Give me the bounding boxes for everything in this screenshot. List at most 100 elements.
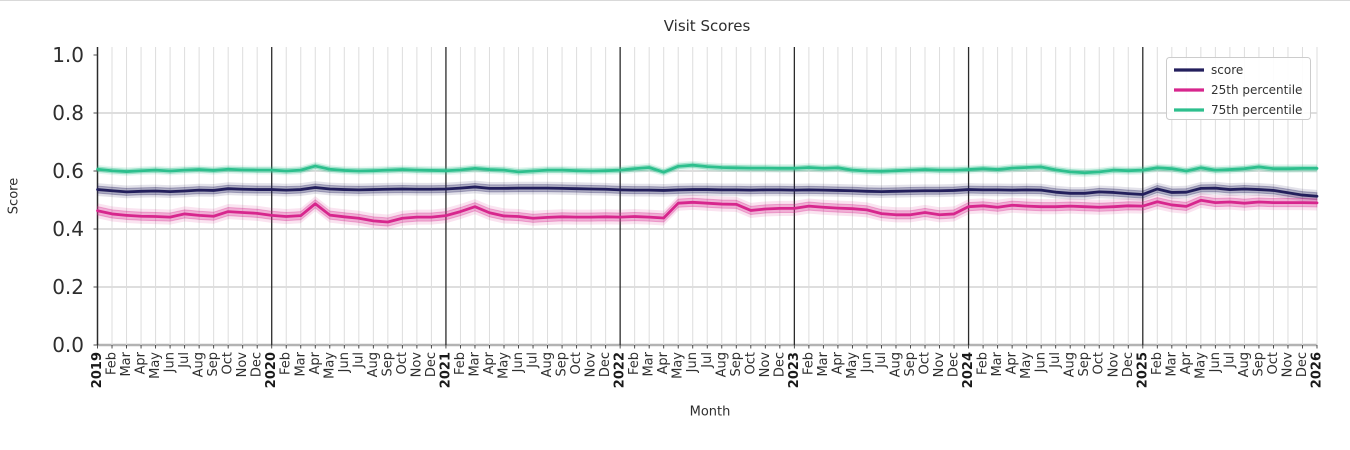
x-tick-label-month: Jul bbox=[351, 352, 366, 369]
x-tick-label-year: 2020 bbox=[264, 352, 279, 388]
x-tick-label-month: Apr bbox=[1005, 351, 1020, 374]
x-tick-label-month: Mar bbox=[293, 351, 308, 376]
x-tick-label-month: Aug bbox=[192, 352, 207, 377]
x-tick-label-year: 2021 bbox=[438, 352, 453, 388]
legend-label-75th-percentile: 75th percentile bbox=[1211, 103, 1302, 117]
x-tick-label-year: 2022 bbox=[613, 352, 628, 388]
chart-title: Visit Scores bbox=[664, 17, 751, 35]
confidence-band-inner-75th-percentile bbox=[97, 162, 1318, 176]
x-tick-label-month: Nov bbox=[235, 352, 250, 378]
x-tick-label-month: Sep bbox=[555, 352, 570, 377]
y-tick-labels-layer: 0.0 0.2 0.4 0.6 0.8 1.0 bbox=[52, 43, 84, 357]
x-tick-label-month: Feb bbox=[801, 352, 816, 375]
x-tick-label-month: Sep bbox=[1251, 352, 1266, 377]
x-tick-label-month: Nov bbox=[584, 352, 599, 378]
x-tick-label-month: Mar bbox=[816, 351, 831, 376]
y-tick-label: 1.0 bbox=[52, 43, 84, 67]
x-tick-label-month: Feb bbox=[976, 352, 991, 375]
y-tick-label: 0.8 bbox=[52, 101, 84, 125]
x-tick-label-year: 2023 bbox=[787, 352, 802, 388]
x-tick-label-month: Nov bbox=[758, 352, 773, 378]
x-tick-label-month: Nov bbox=[409, 352, 424, 378]
x-tick-label-month: Jun bbox=[859, 352, 874, 373]
x-tick-label-month: Jul bbox=[1222, 352, 1237, 369]
legend-label-25th-percentile: 25th percentile bbox=[1211, 83, 1302, 97]
series-line-75th-percentile bbox=[96, 163, 1319, 175]
x-tick-label-month: May bbox=[148, 352, 163, 379]
series-lines-layer bbox=[96, 163, 1319, 224]
x-tick-label-month: May bbox=[1193, 352, 1208, 379]
x-tick-label-month: Sep bbox=[903, 352, 918, 377]
series-line-25th-percentile bbox=[96, 198, 1319, 224]
x-tick-label-month: Sep bbox=[206, 352, 221, 377]
x-tick-label-month: Dec bbox=[772, 352, 787, 377]
x-tick-label-month: Dec bbox=[250, 352, 265, 377]
x-tick-label-month: Mar bbox=[467, 351, 482, 376]
x-tick-label-month: Jun bbox=[685, 352, 700, 373]
x-tick-label-month: May bbox=[1019, 352, 1034, 379]
x-tick-label-month: Jun bbox=[511, 352, 526, 373]
x-tick-label-month: Oct bbox=[395, 352, 410, 374]
confidence-band-outer-score bbox=[97, 180, 1317, 203]
y-tick-label: 0.4 bbox=[52, 217, 84, 241]
confidence-band-outer-75th-percentile bbox=[97, 160, 1317, 178]
x-tick-label-month: Aug bbox=[540, 352, 555, 377]
y-tick-label: 0.0 bbox=[52, 333, 84, 357]
x-tick-label-month: Oct bbox=[221, 352, 236, 374]
x-tick-label-month: Feb bbox=[1150, 352, 1165, 375]
x-tick-label-month: Oct bbox=[743, 352, 758, 374]
x-tick-label-month: Oct bbox=[918, 352, 933, 374]
x-tick-label-month: Apr bbox=[134, 351, 149, 374]
x-tick-label-month: Dec bbox=[947, 352, 962, 377]
x-tick-label-month: Aug bbox=[1237, 352, 1252, 377]
x-tick-label-month: Apr bbox=[830, 351, 845, 374]
confidence-band-outer-25th-percentile bbox=[97, 192, 1317, 230]
x-tick-label-month: Oct bbox=[1092, 352, 1107, 374]
x-tick-label-month: May bbox=[845, 352, 860, 379]
x-tick-label-month: Mar bbox=[1164, 351, 1179, 376]
x-tick-label-year: 2019 bbox=[90, 352, 105, 388]
x-tick-label-month: Nov bbox=[1280, 352, 1295, 378]
x-tick-label-month: Mar bbox=[990, 351, 1005, 376]
y-tick-label: 0.2 bbox=[52, 275, 84, 299]
tick-marks-layer bbox=[93, 54, 1318, 349]
series-line-score bbox=[96, 185, 1319, 198]
x-tick-label-month: Aug bbox=[1063, 352, 1078, 377]
x-tick-label-year: 2026 bbox=[1310, 352, 1325, 388]
x-tick-label-month: Jun bbox=[337, 352, 352, 373]
x-tick-label-month: Dec bbox=[1121, 352, 1136, 377]
x-tick-label-month: Jul bbox=[526, 352, 541, 369]
x-tick-label-month: Mar bbox=[119, 351, 134, 376]
legend-label-score: score bbox=[1211, 63, 1243, 77]
x-tick-label-month: Oct bbox=[1266, 352, 1281, 374]
x-tick-label-month: Sep bbox=[380, 352, 395, 377]
x-tick-label-month: May bbox=[671, 352, 686, 379]
confidence-band-inner-score bbox=[97, 182, 1318, 201]
x-tick-label-month: Apr bbox=[1179, 351, 1194, 374]
x-tick-label-month: Jul bbox=[177, 352, 192, 369]
x-tick-label-year: 2024 bbox=[961, 352, 976, 388]
legend: score 25th percentile 75th percentile bbox=[1166, 57, 1311, 120]
x-tick-label-month: Nov bbox=[1106, 352, 1121, 378]
x-tick-label-year: 2025 bbox=[1135, 352, 1150, 388]
x-tick-labels-layer: 2019 Feb Mar Apr May Jun Jul Aug Sep Oct Nov Dec 202… bbox=[90, 351, 1325, 388]
x-tick-label-month: Sep bbox=[729, 352, 744, 377]
x-tick-label-month: May bbox=[322, 352, 337, 379]
x-tick-label-month: Jun bbox=[163, 352, 178, 373]
x-tick-label-month: Aug bbox=[888, 352, 903, 377]
x-tick-label-month: Jun bbox=[1208, 352, 1223, 373]
x-tick-label-month: Nov bbox=[932, 352, 947, 378]
legend-box bbox=[1166, 57, 1311, 120]
x-tick-label-month: Dec bbox=[1295, 352, 1310, 377]
x-tick-label-month: Aug bbox=[714, 352, 729, 377]
x-tick-label-month: Feb bbox=[453, 352, 468, 375]
x-tick-label-month: May bbox=[497, 352, 512, 379]
x-tick-label-month: Dec bbox=[598, 352, 613, 377]
x-tick-label-month: Jun bbox=[1034, 352, 1049, 373]
x-tick-label-month: Feb bbox=[105, 352, 120, 375]
x-tick-label-month: Aug bbox=[366, 352, 381, 377]
x-tick-label-month: Jul bbox=[874, 352, 889, 369]
x-tick-label-month: Dec bbox=[424, 352, 439, 377]
